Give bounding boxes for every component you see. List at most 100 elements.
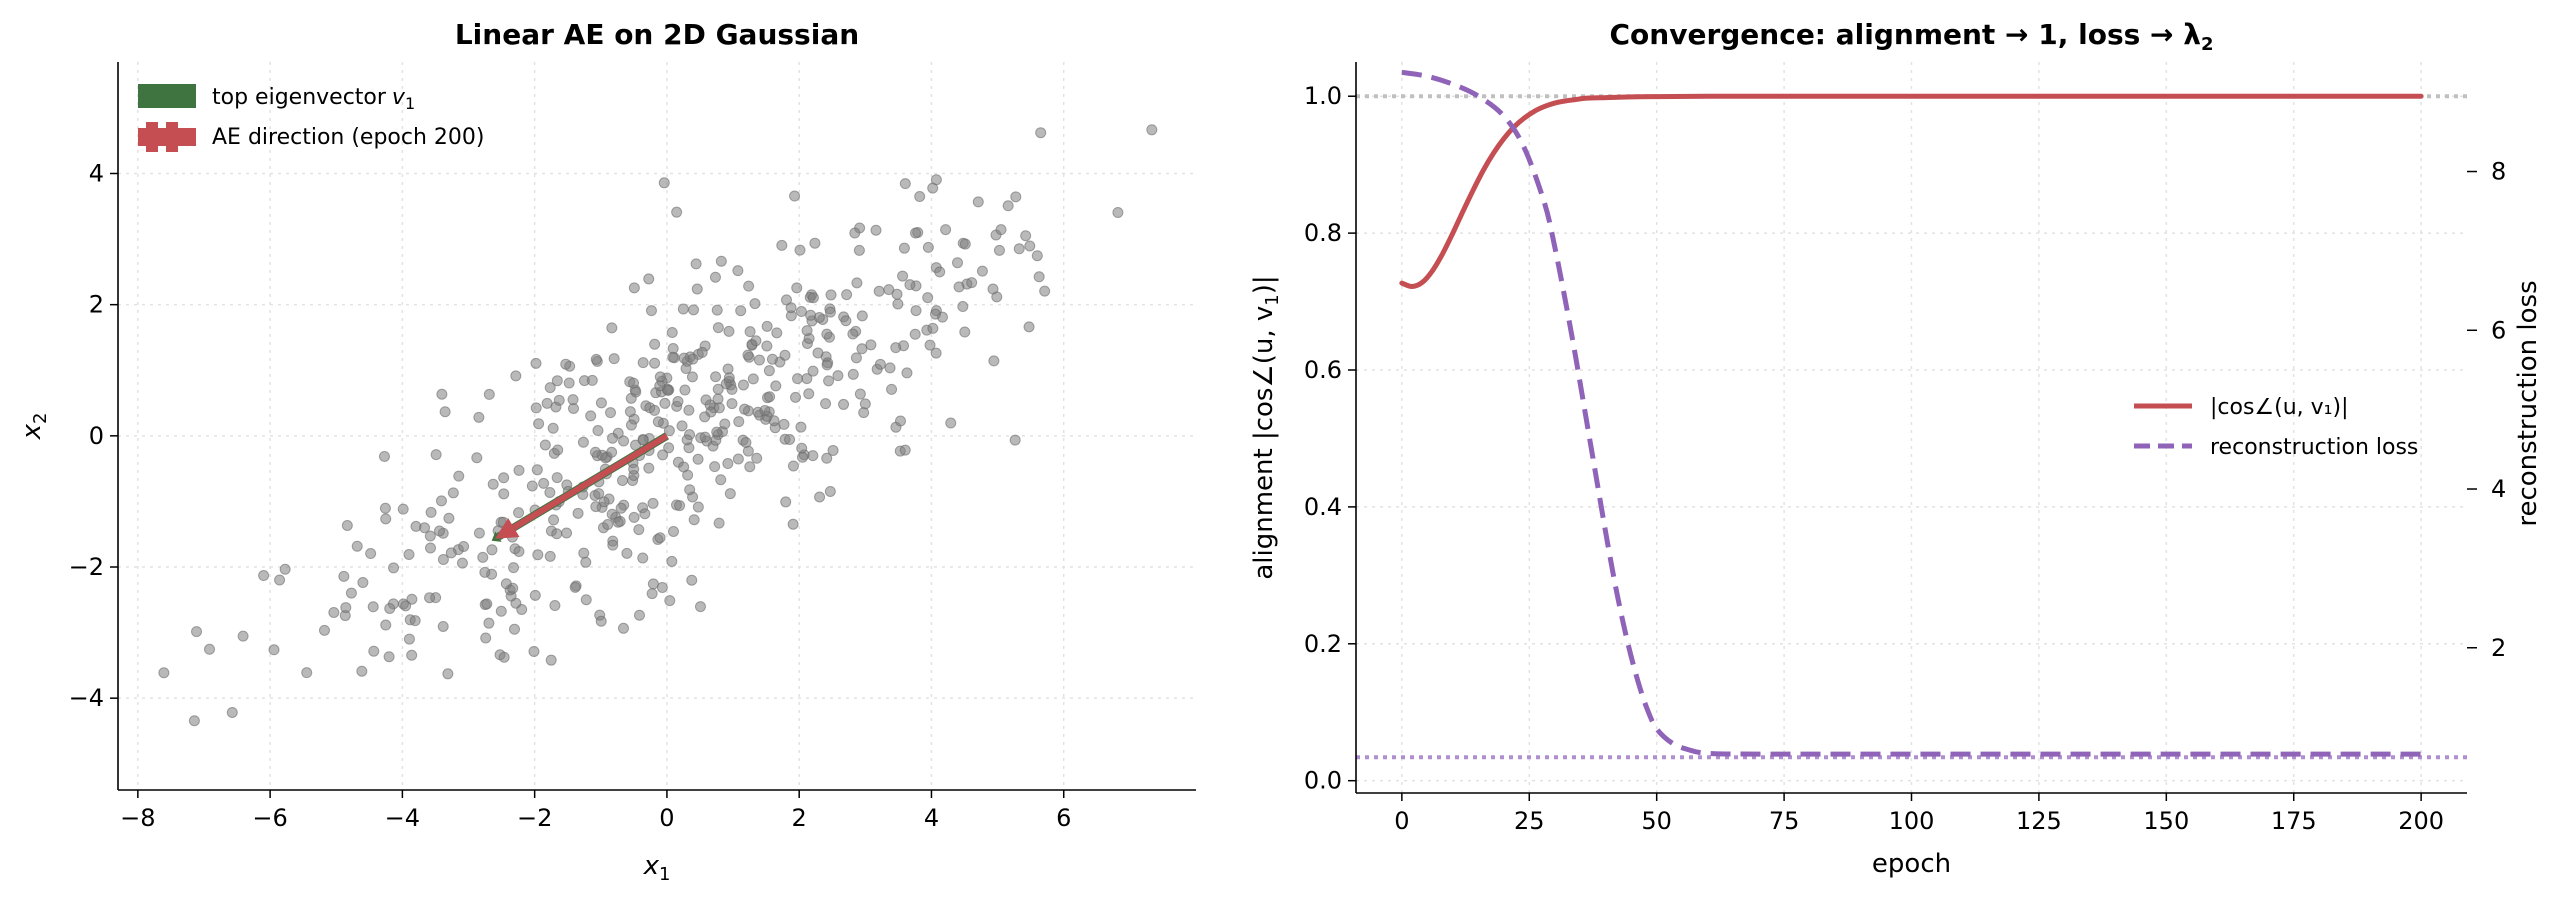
scatter-point xyxy=(498,472,510,484)
scatter-point xyxy=(617,622,629,634)
scatter-point xyxy=(356,665,368,677)
scatter-point xyxy=(341,519,353,531)
left-tick-label: 0.0 xyxy=(1304,767,1342,795)
scatter-point xyxy=(801,373,813,385)
scatter-point xyxy=(645,305,657,317)
scatter-point xyxy=(891,288,903,300)
scatter-point xyxy=(801,325,813,337)
convergence-axes xyxy=(1355,62,2467,794)
scatter-point xyxy=(435,495,447,507)
right-tick-label: 6 xyxy=(2491,316,2506,344)
scatter-point xyxy=(791,282,803,294)
scatter-point xyxy=(633,609,645,621)
scatter-point xyxy=(471,452,483,464)
scatter-point xyxy=(580,556,592,568)
scatter-point xyxy=(551,472,563,484)
scatter-point xyxy=(892,298,904,310)
scatter-point xyxy=(500,578,512,590)
legend-ae-cap xyxy=(146,122,158,152)
scatter-point xyxy=(859,398,871,410)
y-tick-label: 4 xyxy=(89,159,104,187)
scatter-point xyxy=(733,416,745,428)
scatter-point xyxy=(274,574,286,586)
scatter-point xyxy=(437,620,449,632)
x-tick-label: 4 xyxy=(924,804,939,832)
scatter-point xyxy=(419,522,431,534)
scatter-point xyxy=(719,418,731,430)
scatter-point xyxy=(751,452,763,464)
scatter-point xyxy=(795,306,807,318)
scatter-point xyxy=(649,357,661,369)
scatter-point xyxy=(897,270,909,282)
scatter-point xyxy=(744,326,756,338)
scatter-point xyxy=(498,651,510,663)
scatter-point xyxy=(351,540,363,552)
scatter-point xyxy=(766,353,778,365)
scatter-point xyxy=(380,513,392,525)
scatter-point xyxy=(590,353,602,365)
scatter-point xyxy=(657,449,669,461)
scatter-point xyxy=(667,351,679,363)
scatter-point xyxy=(400,600,412,612)
scatter-point xyxy=(279,563,291,575)
scatter-point xyxy=(551,375,563,387)
scatter-point xyxy=(406,593,418,605)
scatter-point xyxy=(590,501,602,513)
left-tick-label: 0.2 xyxy=(1304,630,1342,658)
x-tick-label: 175 xyxy=(2271,807,2317,835)
scatter-point xyxy=(922,241,934,253)
scatter-point xyxy=(1112,207,1124,219)
scatter-point xyxy=(787,460,799,472)
scatter-point xyxy=(870,224,882,236)
scatter-point xyxy=(662,384,674,396)
scatter-point xyxy=(531,464,543,476)
scatter-point xyxy=(821,328,833,340)
scatter-point xyxy=(722,458,734,470)
scatter-point xyxy=(643,273,655,285)
x-tick-label: 75 xyxy=(1769,807,1800,835)
scatter-point xyxy=(443,512,455,524)
scatter-point xyxy=(447,487,459,499)
scatter-point xyxy=(532,549,544,561)
scatter-point xyxy=(930,347,942,359)
legend-label-eigenvector: top eigenvector v1 xyxy=(212,85,415,113)
scatter-point xyxy=(628,282,640,294)
scatter-point xyxy=(301,667,313,679)
scatter-point xyxy=(780,496,792,508)
scatter-point xyxy=(976,265,988,277)
scatter-point xyxy=(608,353,620,365)
scatter-point xyxy=(759,404,771,416)
scatter-point xyxy=(628,511,640,523)
x-label-var: x xyxy=(643,851,660,881)
scatter-point xyxy=(345,587,357,599)
scatter-point xyxy=(699,431,711,443)
scatter-point xyxy=(481,598,493,610)
scatter-points xyxy=(158,124,1158,727)
scatter-point xyxy=(633,524,645,536)
scatter-point xyxy=(988,355,1000,367)
scatter-title: Linear AE on 2D Gaussian xyxy=(455,18,859,51)
scatter-point xyxy=(873,285,885,297)
scatter-point xyxy=(779,349,791,361)
scatter-point xyxy=(927,322,939,334)
scatter-point xyxy=(953,281,965,293)
scatter-point xyxy=(735,305,747,317)
scatter-point xyxy=(945,417,957,429)
scatter-point xyxy=(1010,191,1022,203)
scatter-point xyxy=(1024,240,1036,252)
scatter-point xyxy=(586,374,598,386)
scatter-point xyxy=(439,406,451,418)
scatter-point xyxy=(544,486,556,498)
legend-eigen-var: v xyxy=(392,85,406,110)
scatter-point xyxy=(710,434,722,446)
alignment-label-sub: 1 xyxy=(1262,294,1283,305)
scatter-point xyxy=(824,485,836,497)
scatter-point xyxy=(724,488,736,500)
scatter-point xyxy=(690,258,702,270)
scatter-point xyxy=(541,397,553,409)
scatter-point xyxy=(639,508,651,520)
scatter-point xyxy=(436,388,448,400)
scatter-point xyxy=(498,488,510,500)
left-tick-label: 1.0 xyxy=(1304,82,1342,110)
